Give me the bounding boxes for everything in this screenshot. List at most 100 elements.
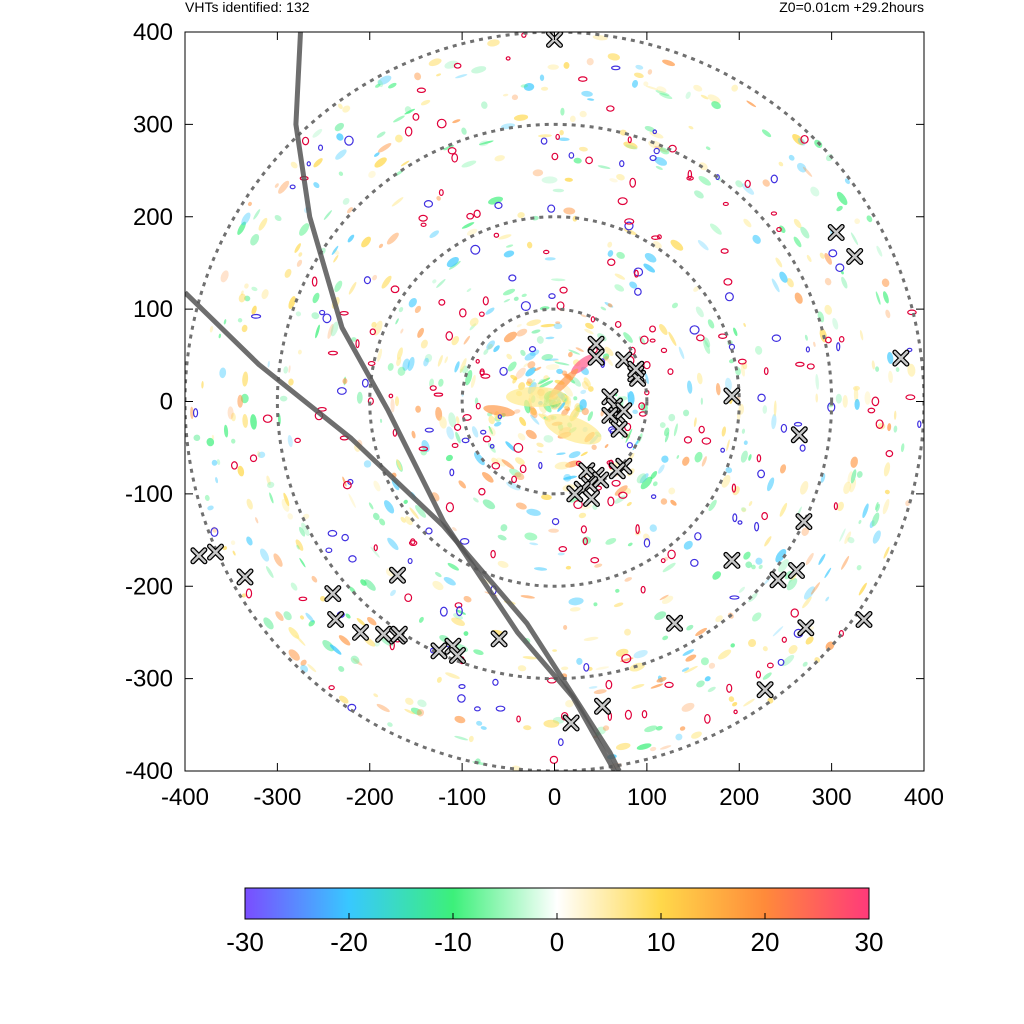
field-patch [283,492,290,507]
contour [867,407,876,414]
y-tick-label: 0 [160,389,173,416]
field-patch [650,746,657,752]
field-patch [771,413,777,430]
field-patch [735,180,743,188]
contour [521,32,527,38]
field-patch [561,408,569,417]
field-patch [668,331,677,346]
field-patch [802,166,813,177]
contour [704,713,711,724]
contour [726,683,733,693]
field-patch [586,58,594,66]
contour [640,585,646,594]
field-patch [573,396,578,401]
vht-marker [207,543,224,561]
field-patch [461,127,467,135]
contour [694,532,702,541]
field-patch [378,243,384,249]
field-patch [578,512,587,519]
field-patch [709,223,722,235]
field-patch [850,456,858,468]
field-patch [257,451,261,458]
contour [508,274,517,282]
field-patch [700,657,709,666]
contour [805,346,811,353]
contour [482,296,489,306]
field-patch [511,94,519,101]
contour [790,608,799,618]
field-patch [552,359,560,362]
field-patch [881,278,890,288]
field-patch [893,425,898,433]
field-patch [463,335,471,345]
field-patch [560,107,565,116]
field-patch [683,409,690,417]
field-patch [288,365,291,373]
contour [806,363,815,370]
field-patch [882,291,889,304]
field-patch [805,552,814,566]
field-patch [409,507,419,519]
field-patch [481,101,488,109]
field-patch [512,377,517,384]
vht-marker-fill [328,612,343,627]
field-patch [497,534,507,541]
contour [418,214,428,222]
contour [519,464,527,474]
field-patch [693,417,697,428]
contour [311,276,318,287]
field-patch [439,416,447,429]
field-patch [631,683,645,689]
field-patch [564,177,573,182]
field-patch [329,644,342,655]
contour [301,136,310,146]
vht-count-label: VHTs identified: 132 [185,0,310,15]
time-label: Z0=0.01cm +29.2hours [779,0,924,15]
vht-marker-fill [491,631,507,647]
contour [667,368,674,375]
field-patch [247,201,252,207]
field-patch [654,611,667,621]
field-patch [390,398,395,413]
field-patch [540,323,556,328]
contour [511,475,518,484]
contour [617,197,628,206]
field-patch [330,321,339,337]
field-patch [526,319,542,327]
field-patch [802,596,812,609]
field-patch [583,636,599,641]
contour [454,423,462,431]
field-patch [463,631,469,636]
field-patch [793,236,802,248]
anomaly-field [190,32,922,771]
field-patch [633,72,644,79]
field-patch [697,240,709,251]
field-patch [215,477,219,484]
contour [306,161,311,167]
field-patch [668,487,676,495]
field-patch [408,297,417,308]
field-patch [356,617,366,626]
field-patch [614,273,626,280]
field-patch [473,649,484,655]
field-patch [803,586,815,600]
contour [451,153,459,163]
field-patch [728,696,735,702]
field-patch [400,328,404,334]
field-patch [793,218,802,229]
field-patch [503,331,517,343]
field-patch [563,473,572,482]
field-patch [587,98,595,101]
field-patch [701,456,707,467]
field-patch [435,406,443,421]
field-patch [640,476,653,490]
field-patch [525,367,536,377]
contour [319,309,326,316]
vht-marker-fill [353,625,368,640]
field-patch [250,414,257,430]
field-patch [659,594,669,601]
field-patch [519,416,527,427]
field-patch [525,429,537,440]
field-patch [843,481,852,495]
